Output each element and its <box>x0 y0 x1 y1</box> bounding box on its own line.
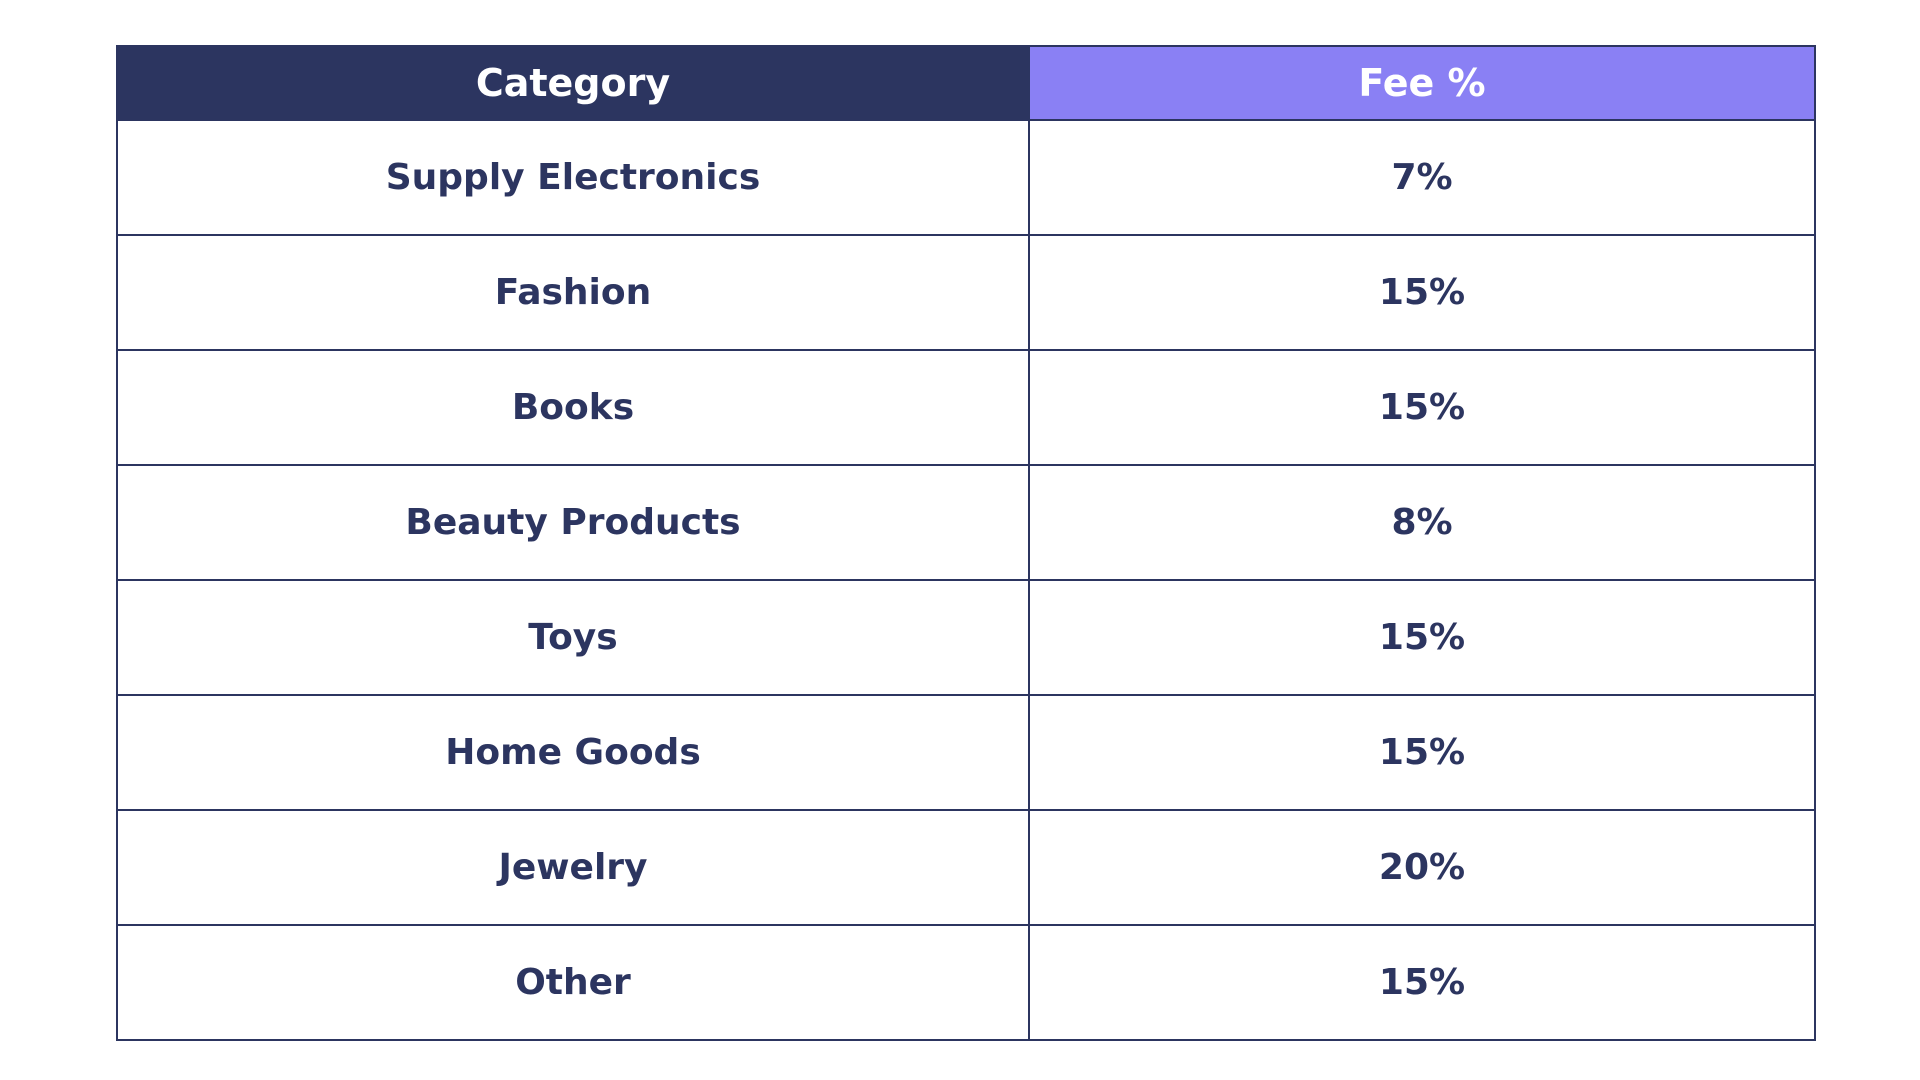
category-cell: Other <box>116 924 1030 1041</box>
fee-cell: 15% <box>1028 694 1816 811</box>
fee-cell: 15% <box>1028 349 1816 466</box>
fee-cell: 15% <box>1028 579 1816 696</box>
category-cell: Toys <box>116 579 1030 696</box>
table-row: Supply Electronics 7% <box>116 119 1816 236</box>
fee-cell: 15% <box>1028 234 1816 351</box>
table-row: Beauty Products 8% <box>116 464 1816 581</box>
table-header: Category Fee % <box>116 45 1816 121</box>
fee-table: Category Fee % Supply Electronics 7% Fas… <box>116 45 1816 1041</box>
fee-cell: 15% <box>1028 924 1816 1041</box>
header-row: Category Fee % <box>116 45 1816 121</box>
category-cell: Books <box>116 349 1030 466</box>
fee-cell: 20% <box>1028 809 1816 926</box>
fee-cell: 7% <box>1028 119 1816 236</box>
category-cell: Jewelry <box>116 809 1030 926</box>
table-row: Home Goods 15% <box>116 694 1816 811</box>
table-body: Supply Electronics 7% Fashion 15% Books … <box>116 119 1816 1041</box>
table-row: Other 15% <box>116 924 1816 1041</box>
table-row: Books 15% <box>116 349 1816 466</box>
category-cell: Home Goods <box>116 694 1030 811</box>
category-cell: Supply Electronics <box>116 119 1030 236</box>
category-column-header: Category <box>116 45 1030 121</box>
category-cell: Beauty Products <box>116 464 1030 581</box>
table-row: Fashion 15% <box>116 234 1816 351</box>
table-row: Toys 15% <box>116 579 1816 696</box>
fee-cell: 8% <box>1028 464 1816 581</box>
category-cell: Fashion <box>116 234 1030 351</box>
table-row: Jewelry 20% <box>116 809 1816 926</box>
fee-column-header: Fee % <box>1028 45 1816 121</box>
